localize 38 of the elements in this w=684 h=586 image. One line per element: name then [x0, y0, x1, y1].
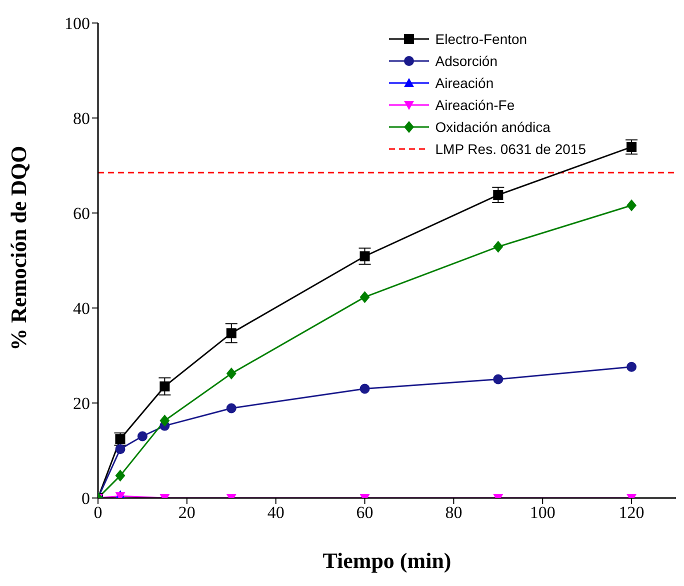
x-tick-label: 20: [178, 503, 196, 522]
point: [626, 142, 637, 152]
x-tick-label: 40: [267, 503, 284, 522]
x-tick-label: 80: [445, 503, 462, 522]
y-tick-label: 20: [73, 394, 90, 414]
point: [226, 328, 236, 338]
point: [115, 470, 126, 482]
legend-label: Adsorción: [435, 53, 498, 69]
point: [160, 381, 170, 392]
point: [226, 403, 236, 414]
legend-label: Aireación-Fe: [435, 97, 515, 113]
x-tick-label: 60: [356, 503, 374, 522]
point: [626, 199, 637, 212]
point: [360, 384, 370, 394]
point: [160, 414, 170, 427]
point: [360, 251, 370, 262]
point: [137, 431, 148, 442]
point: [360, 291, 370, 304]
x-axis-title: Tiempo (min): [322, 548, 452, 573]
y-tick-label: 40: [73, 299, 90, 318]
point: [493, 240, 504, 253]
y-tick-label: 100: [64, 14, 90, 34]
point: [226, 368, 236, 380]
point: [493, 374, 504, 384]
x-tick-label: 120: [618, 503, 644, 522]
x-tick-label: 0: [94, 503, 102, 522]
legend-label: Aireación: [435, 75, 494, 91]
point: [493, 190, 504, 200]
y-tick-label: 0: [82, 489, 90, 508]
x-tick-label: 100: [530, 503, 556, 522]
legend-label: Electro-Fenton: [435, 31, 528, 47]
legend-label: LMP Res. 0631 de 2015: [435, 141, 586, 157]
y-tick-label: 80: [73, 109, 90, 128]
legend-label: Oxidación anódica: [435, 119, 550, 135]
y-axis-title: % Remoción de DQO: [6, 146, 31, 350]
y-tick-label: 60: [73, 204, 90, 224]
point: [626, 362, 637, 372]
point: [115, 444, 126, 454]
